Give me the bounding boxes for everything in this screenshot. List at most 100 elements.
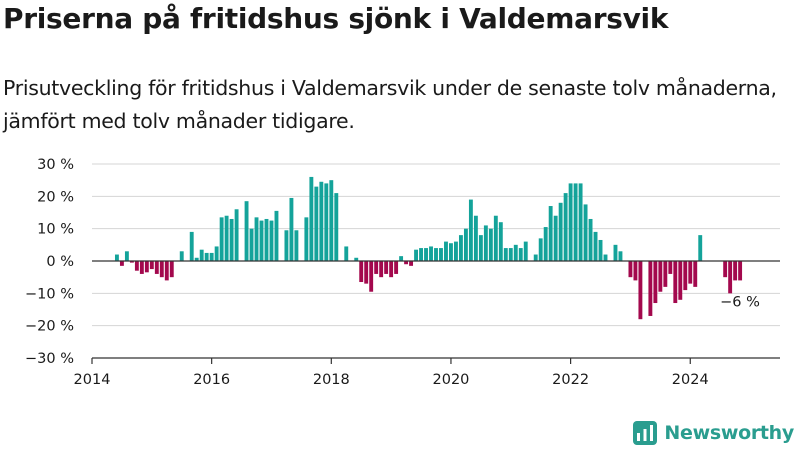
x-tick-label: 2024 [672,372,709,388]
y-axis-labels: 30 % 20 % 10 % 0 % −10 % −20 % −30 % [25,157,74,367]
bar [229,218,234,261]
bar [334,193,339,261]
bar [454,241,458,261]
bar [424,248,428,261]
bar [638,261,643,320]
y-tick-label: 10 % [37,222,74,238]
bar [224,215,229,261]
bar [583,204,588,261]
bar [344,246,349,261]
bar [698,235,703,261]
bar-chart: 30 %20 %10 %0 %−10 %−20 %−30 % 2014 2016 2… [25,157,780,388]
bar [179,251,184,261]
bar [394,261,399,274]
bar [508,248,513,261]
bar [329,180,334,261]
x-tick-label: 2014 [74,372,111,388]
x-axis-labels: 2014 2016 2018 2020 2022 2024 [74,372,709,388]
bar [658,261,663,292]
newsworthy-logo: Newsworthy [632,420,794,446]
bar [124,251,129,261]
bar [573,183,578,261]
bar [364,261,369,284]
bar [429,246,433,261]
bar [259,220,264,261]
x-tick-label: 2016 [193,372,230,388]
bar [538,238,543,261]
bar [444,241,448,261]
bar [389,261,394,278]
bar [294,230,299,261]
bar [468,199,473,261]
bar [653,261,658,304]
chart-subtitle: Prisutveckling för fritidshus i Valdemar… [3,76,777,133]
bar [578,183,583,261]
bar [264,218,269,261]
bar [379,261,384,278]
bar [593,231,598,261]
bar [678,261,683,300]
bar [598,239,603,261]
bar [439,248,443,261]
bar [399,256,404,261]
y-tick-label: 20 % [37,189,74,205]
bar [738,261,743,281]
bar [434,248,438,261]
bar [209,252,214,261]
bar [314,186,319,261]
bar [618,251,623,261]
newsworthy-chart-icon [633,421,658,445]
bar [733,261,738,281]
bar [558,202,563,261]
bar [384,261,389,274]
bar [648,261,653,316]
bar [164,261,169,281]
y-tick-label: −30 % [25,351,74,367]
bar [149,261,154,270]
bar [134,261,139,271]
x-tick-label: 2022 [552,372,589,388]
bar [154,261,159,274]
bar [548,206,553,261]
bar [588,218,593,261]
bar [683,261,688,291]
bar [693,261,698,287]
bar [129,261,134,263]
bar [319,181,324,261]
bar [369,261,374,292]
bar [219,217,224,261]
bar [498,222,503,261]
bar [723,261,728,278]
bar [419,248,423,261]
bar [214,246,219,261]
bar [473,215,478,261]
x-tick-label: 2020 [433,372,470,388]
y-tick-label: 30 % [37,157,74,173]
bar [354,257,359,261]
bar [359,261,364,283]
bar [483,225,488,261]
brand-name: Newsworthy [664,422,794,444]
bar [503,248,508,261]
bar [169,261,174,278]
bar [523,241,528,261]
bar [204,252,209,261]
bar [114,254,119,261]
bar [478,235,483,261]
bar [673,261,678,304]
chart-title: Priserna på fritidshus sjönk i Valdemars… [3,2,669,35]
bar [668,261,673,274]
bar [309,176,314,261]
bar [199,249,204,261]
bar [274,210,279,261]
bar [493,215,498,261]
bar [374,261,379,274]
bar [568,183,573,261]
bar [553,215,558,261]
bar [463,228,468,261]
x-tick-label: 2018 [313,372,350,388]
y-tick-label: 0 % [46,254,74,270]
bar [269,220,274,261]
bar [139,261,144,274]
bar [234,209,239,261]
